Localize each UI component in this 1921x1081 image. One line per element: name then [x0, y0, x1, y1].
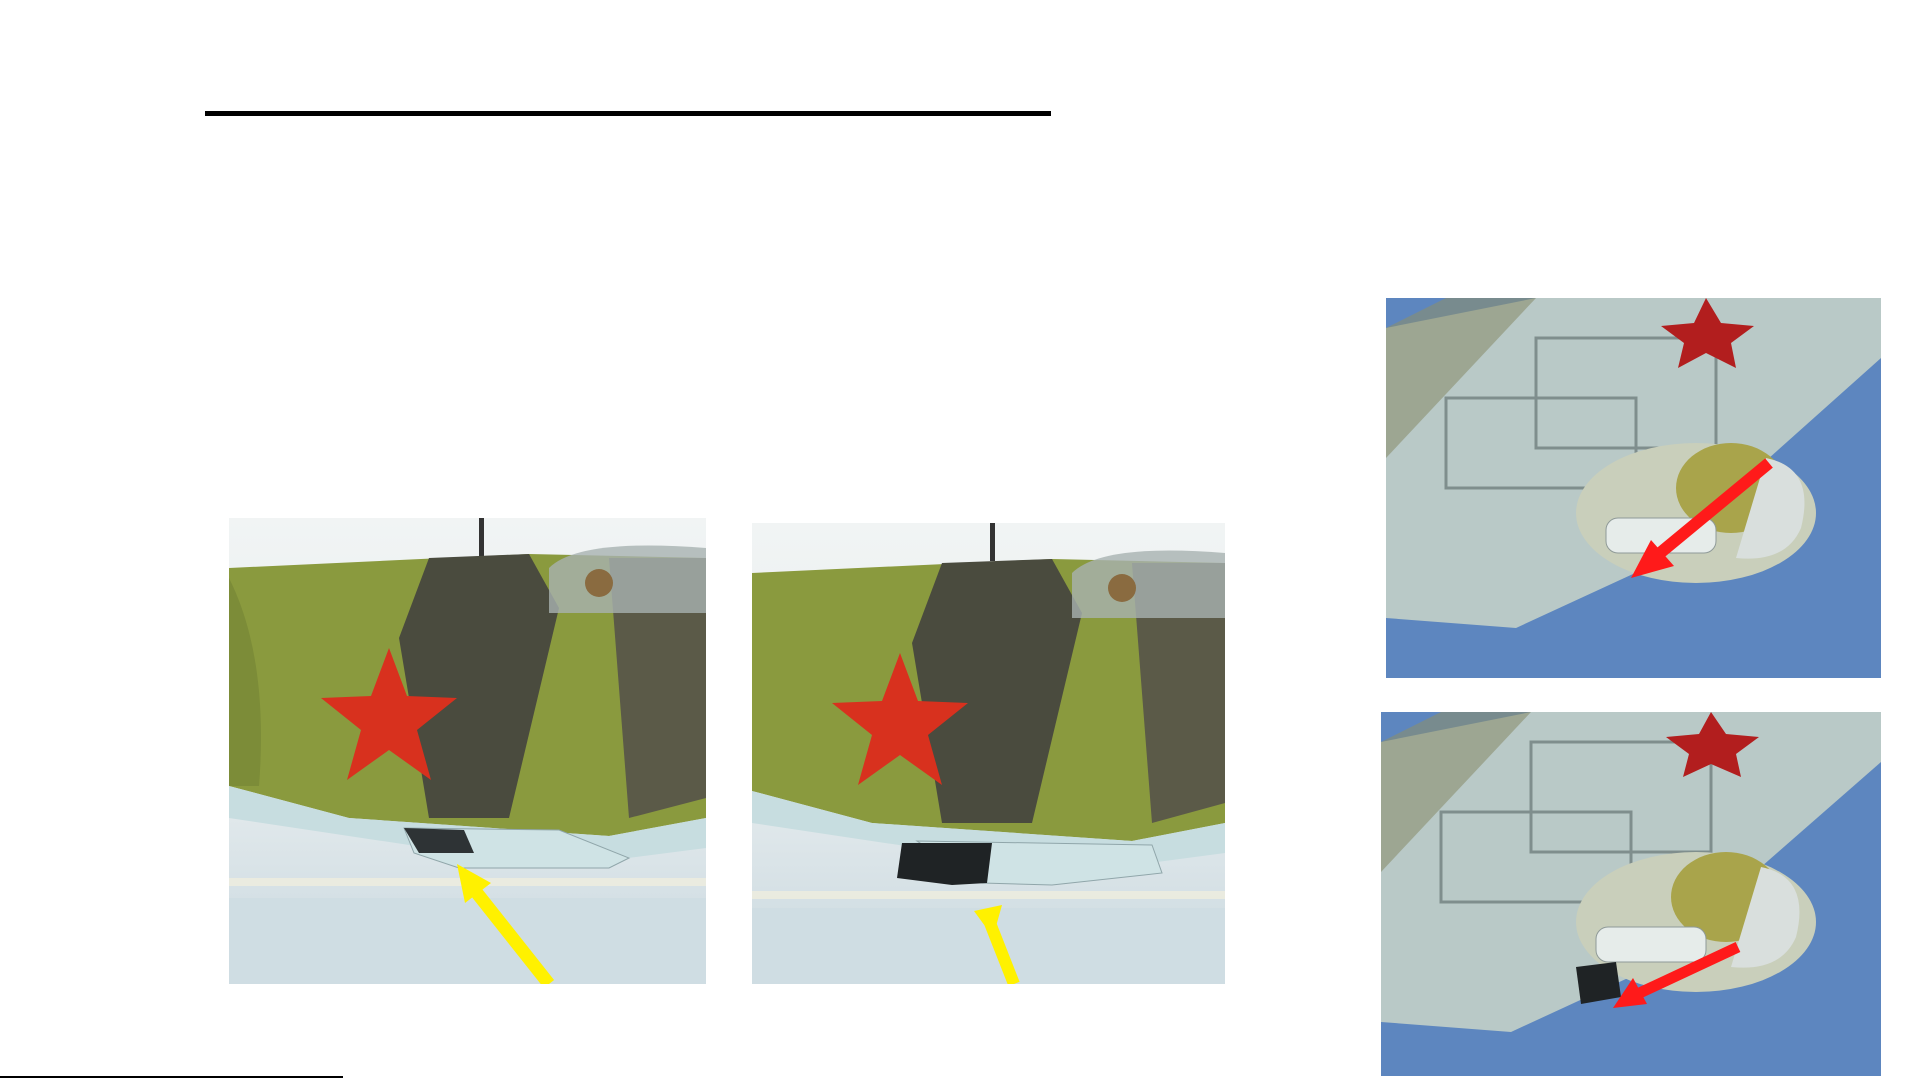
radiator-flap [897, 843, 992, 885]
red-arrow [1631, 458, 1773, 578]
red-star-emblem [1666, 712, 1759, 777]
yellow-arrow [974, 905, 1020, 984]
photo-side-view-flap-closed [229, 518, 706, 984]
photo-side-view-flap-open [752, 523, 1225, 984]
red-star-emblem [832, 653, 968, 785]
red-arrow [1613, 942, 1741, 1008]
title-underline [205, 111, 1051, 116]
red-star-emblem [1661, 298, 1754, 368]
red-star-emblem [321, 648, 457, 780]
footer-rule [0, 1076, 343, 1078]
photo-underside-flap-closed [1386, 298, 1881, 678]
photo-underside-flap-open [1381, 712, 1881, 1076]
yellow-arrow [457, 864, 555, 984]
radiator-flap [1576, 962, 1621, 1004]
radiator-flap [404, 828, 474, 853]
